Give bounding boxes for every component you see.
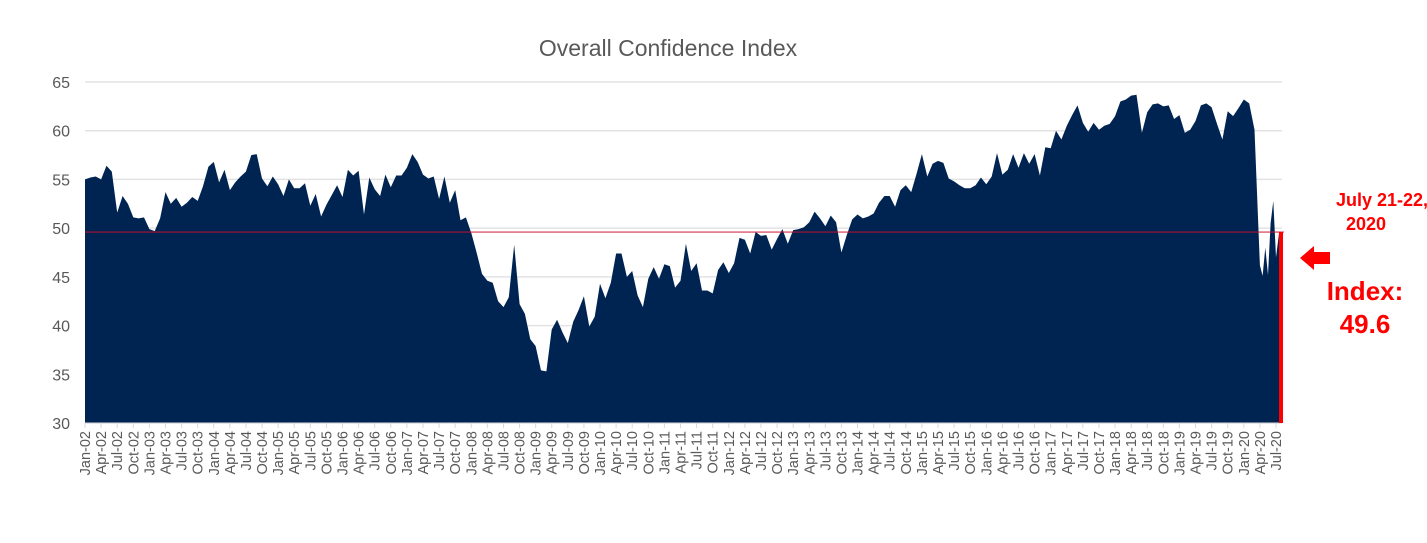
y-tick-label: 60 (52, 124, 70, 141)
x-tick-label: Jul-15 (947, 431, 963, 471)
x-tick-label: Jul-18 (1140, 431, 1156, 471)
latest-annotation: July 21-22, 2020 Index: 49.6 (1300, 190, 1427, 339)
x-tick-label: Apr-09 (545, 431, 561, 475)
x-tick-label: Jan-03 (142, 431, 158, 475)
chart-title: Overall Confidence Index (539, 35, 798, 61)
x-tick-label: Apr-10 (609, 431, 625, 475)
x-tick-label: Apr-19 (1189, 431, 1205, 475)
x-tick-label: Oct-10 (641, 431, 657, 475)
x-tick-label: Jul-20 (1269, 431, 1285, 471)
x-tick-label: Apr-07 (416, 431, 432, 475)
y-tick-label: 55 (52, 172, 70, 189)
x-tick-label: Apr-02 (94, 431, 110, 475)
x-tick-label: Apr-06 (352, 431, 368, 475)
x-tick-label: Oct-06 (384, 431, 400, 475)
x-tick-label: Apr-16 (995, 431, 1011, 475)
latest-value-bar (1279, 232, 1283, 423)
x-axis-ticks: Jan-02 Apr-02 Jul-02 Oct-02 Jan-03 Apr-03 Jul-… (78, 422, 1285, 475)
x-tick-label: Oct-04 (255, 431, 271, 475)
x-tick-label: Jan-18 (1108, 431, 1124, 475)
x-tick-label: Oct-15 (963, 431, 979, 475)
x-tick-label: Apr-12 (738, 431, 754, 475)
x-tick-label: Oct-19 (1221, 431, 1237, 475)
x-tick-label: Jul-17 (1076, 431, 1092, 471)
x-tick-label: Jan-08 (464, 431, 480, 475)
y-tick-label: 50 (52, 221, 70, 238)
x-tick-label: Jul-09 (561, 431, 577, 471)
area-fill (85, 94, 1280, 423)
x-tick-label: Oct-03 (191, 431, 207, 475)
y-tick-label: 30 (52, 416, 70, 433)
annotation-index-label: Index: (1327, 276, 1404, 306)
x-tick-label: Jul-05 (303, 431, 319, 471)
x-tick-label: Apr-04 (223, 431, 239, 475)
x-tick-label: Oct-16 (1028, 431, 1044, 475)
x-tick-label: Jul-07 (432, 431, 448, 471)
x-tick-label: Jan-17 (1044, 431, 1060, 475)
x-tick-label: Oct-18 (1156, 431, 1172, 475)
x-tick-label: Jan-15 (915, 431, 931, 475)
reference-markers (85, 231, 1284, 423)
y-tick-label: 65 (52, 75, 70, 92)
x-tick-label: Apr-11 (674, 431, 690, 473)
x-tick-label: Jan-16 (979, 431, 995, 475)
arrow-left-icon (1300, 246, 1330, 270)
x-tick-label: Jan-09 (529, 431, 545, 475)
x-tick-label: Oct-11 (706, 431, 722, 473)
x-tick-label: Jan-11 (657, 431, 673, 474)
x-tick-label: Apr-17 (1060, 431, 1076, 475)
area-series (84, 94, 1280, 423)
x-tick-label: Oct-13 (834, 431, 850, 475)
x-tick-label: Oct-14 (899, 431, 915, 475)
x-tick-label: Apr-13 (802, 431, 818, 475)
x-tick-label: Apr-05 (287, 431, 303, 475)
x-tick-label: Jul-03 (175, 431, 191, 471)
x-tick-label: Apr-03 (158, 431, 174, 475)
x-tick-label: Jul-02 (110, 431, 126, 471)
y-tick-label: 35 (52, 367, 70, 384)
x-tick-label: Jul-12 (754, 431, 770, 471)
annotation-date-line1: July 21-22, (1336, 190, 1427, 210)
x-tick-label: Apr-08 (480, 431, 496, 475)
x-tick-label: Jul-19 (1205, 431, 1221, 471)
x-tick-label: Jan-13 (786, 431, 802, 475)
x-tick-label: Jul-08 (496, 431, 512, 471)
x-tick-label: Jan-06 (336, 431, 352, 475)
x-tick-label: Apr-15 (931, 431, 947, 475)
x-tick-label: Jan-20 (1237, 431, 1253, 475)
x-tick-label: Jul-16 (1011, 431, 1027, 471)
x-tick-label: Jul-04 (239, 431, 255, 471)
x-tick-label: Jul-14 (883, 431, 899, 471)
y-axis-ticks: 30 35 40 45 50 55 60 65 (52, 75, 70, 433)
y-tick-label: 40 (52, 319, 70, 336)
x-tick-label: Jan-12 (722, 431, 738, 475)
x-tick-label: Oct-08 (513, 431, 529, 475)
x-tick-label: Oct-09 (577, 431, 593, 475)
x-tick-label: Apr-18 (1124, 431, 1140, 475)
x-tick-label: Jan-04 (207, 431, 223, 475)
y-tick-label: 45 (52, 270, 70, 287)
x-tick-label: Oct-05 (319, 431, 335, 475)
x-tick-label: Oct-17 (1092, 431, 1108, 475)
x-tick-label: Oct-12 (770, 431, 786, 475)
x-tick-label: Jul-06 (368, 431, 384, 471)
annotation-index-value: 49.6 (1340, 309, 1391, 339)
x-tick-label: Jan-14 (851, 431, 867, 475)
x-tick-label: Oct-07 (448, 431, 464, 475)
x-tick-label: Jul-13 (818, 431, 834, 471)
x-tick-label: Apr-20 (1253, 431, 1269, 475)
x-tick-label: Jul-10 (625, 431, 641, 471)
x-tick-label: Oct-02 (126, 431, 142, 475)
x-tick-label: Jul-11 (690, 431, 706, 469)
x-tick-label: Jan-02 (78, 431, 94, 475)
x-tick-label: Jan-10 (593, 431, 609, 475)
x-tick-label: Jan-19 (1172, 431, 1188, 475)
x-tick-label: Apr-14 (867, 431, 883, 475)
x-tick-label: Jan-07 (400, 431, 416, 475)
annotation-date-line2: 2020 (1346, 214, 1386, 234)
x-tick-label: Jan-05 (271, 431, 287, 475)
